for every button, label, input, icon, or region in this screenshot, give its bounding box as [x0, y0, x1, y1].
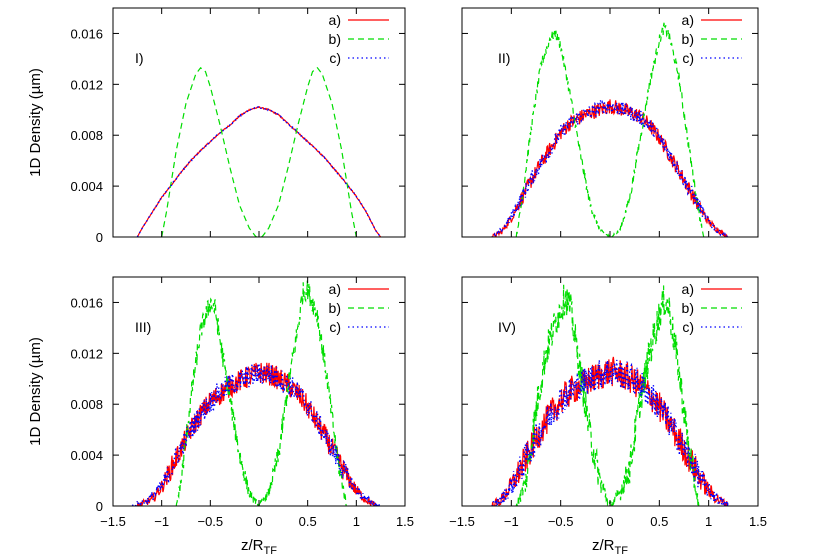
x-tick-label: −0.5: [548, 514, 574, 529]
plot-frame: [112, 276, 406, 507]
x-axis-label-main: z/R: [241, 537, 264, 554]
legend-label: a): [329, 281, 341, 297]
legend-label: b): [329, 300, 341, 316]
series-line-c: [491, 99, 730, 237]
y-tick-label: 0.016: [70, 26, 103, 41]
x-tick-label: 1.5: [749, 514, 767, 529]
legend-label: b): [329, 31, 341, 47]
plot-frame: [112, 7, 406, 238]
series-group: [136, 66, 382, 237]
series-line-a: [491, 99, 729, 237]
x-tick-label: 0.5: [299, 514, 317, 529]
y-tick-label: 0.012: [70, 346, 103, 361]
legend-label: c): [329, 50, 341, 66]
series-line-b: [161, 66, 357, 237]
y-axis-label: 1D Density (µm): [27, 68, 44, 177]
x-tick-label: −1: [154, 514, 169, 529]
series-line-b: [515, 22, 705, 237]
y-tick-label: 0: [96, 499, 103, 514]
x-tick-label: −1.5: [449, 514, 475, 529]
panel-4: −1.5 −1 −0.5 0 0.5 1 1.5 z/RTF IV) a) b) c): [449, 276, 767, 557]
y-tick-label: 0.008: [70, 128, 103, 143]
legend-label: a): [682, 12, 694, 28]
panel-2: II) a) b) c): [461, 7, 759, 238]
x-tick-label: −1: [504, 514, 519, 529]
y-tick-label: 0: [96, 230, 103, 245]
series-group: [491, 22, 730, 237]
series-group: [131, 280, 382, 506]
x-axis-label: z/RTF: [241, 537, 277, 557]
series-line-a: [136, 362, 377, 506]
x-tick-label: −1.5: [100, 514, 126, 529]
x-axis-label-subscript: TF: [615, 545, 629, 557]
x-tick-label: 0.5: [650, 514, 668, 529]
series-line-a: [136, 105, 382, 237]
panel-label: I): [135, 50, 144, 66]
plot-frame: [461, 276, 759, 507]
panel-1: 0 0.004 0.008 0.012 0.016 1D Density (µm) I) a)…: [27, 7, 406, 245]
panel-label: II): [498, 50, 510, 66]
legend-label: c): [682, 50, 694, 66]
series-line-c: [136, 106, 382, 237]
legend-label: a): [682, 281, 694, 297]
series-line-a: [491, 356, 729, 506]
series-group: [491, 284, 730, 506]
y-axis-label: 1D Density (µm): [27, 337, 44, 446]
series-line-b: [175, 280, 347, 506]
series-line-c: [491, 359, 730, 506]
x-tick-label: 1: [353, 514, 360, 529]
panel-label: IV): [498, 319, 516, 335]
series-line-c: [131, 363, 382, 506]
x-tick-label: 0: [606, 514, 613, 529]
series-line-b: [515, 284, 700, 506]
x-axis-label-subscript: TF: [264, 545, 278, 557]
legend-label: c): [329, 319, 341, 335]
y-tick-label: 0.004: [70, 448, 103, 463]
plot-frame: [461, 7, 759, 238]
y-tick-label: 0.004: [70, 179, 103, 194]
x-axis-label: z/RTF: [592, 537, 628, 557]
legend-label: c): [682, 319, 694, 335]
legend-label: b): [682, 31, 694, 47]
legend-label: a): [329, 12, 341, 28]
y-tick-label: 0.012: [70, 77, 103, 92]
x-tick-label: 0: [255, 514, 262, 529]
x-tick-label: −0.5: [197, 514, 223, 529]
x-tick-label: 1.5: [396, 514, 414, 529]
panel-label: III): [135, 319, 151, 335]
y-tick-label: 0.016: [70, 295, 103, 310]
panel-3: −1.5 −1 −0.5 0 0.5 1 1.5 0 0.004 0.008 0.012 0.016 1…: [27, 276, 414, 557]
legend-label: b): [682, 300, 694, 316]
x-axis-label-main: z/R: [592, 537, 615, 554]
y-tick-label: 0.008: [70, 397, 103, 412]
x-tick-label: 1: [705, 514, 712, 529]
